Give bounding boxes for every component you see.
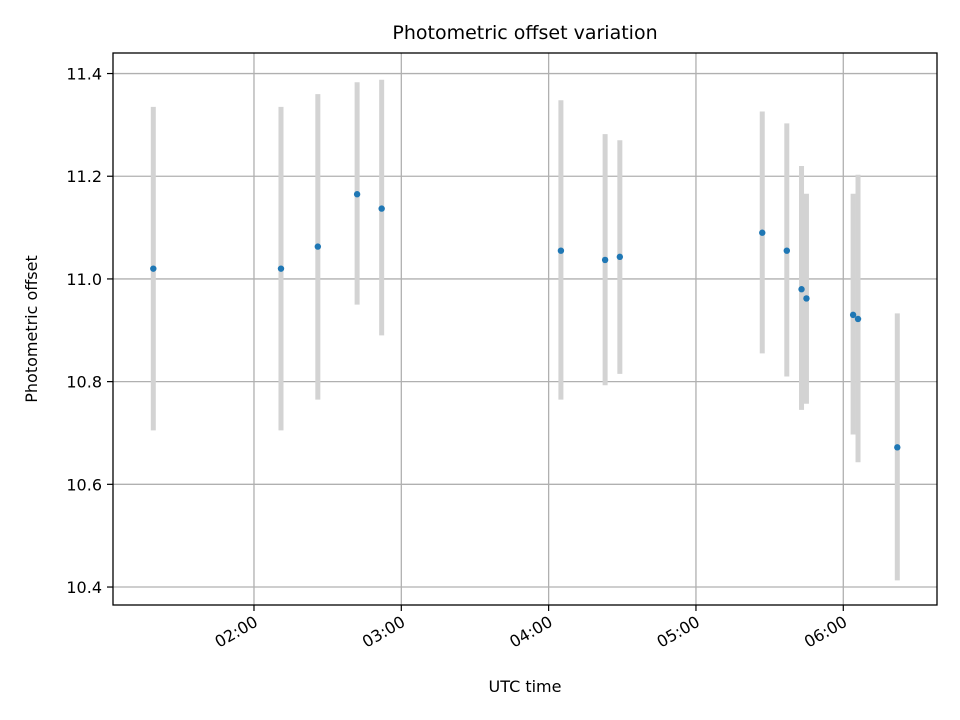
y-tick-label: 10.8 [66,373,102,392]
x-axis-label: UTC time [489,677,562,696]
data-point [783,247,791,254]
data-point [854,315,862,323]
data-point [894,444,901,451]
data-point [557,247,565,254]
data-point [803,295,810,302]
data-points [150,191,901,451]
y-tick-label: 10.6 [66,475,102,494]
data-point [353,191,361,198]
chart-title: Photometric offset variation [392,22,657,44]
y-axis: 10.4 10.6 10.8 11.0 11.2 11.4 [66,65,113,597]
data-point [759,229,766,236]
data-point [616,253,624,261]
data-point [601,256,609,264]
data-point [849,311,857,319]
y-tick-label: 11.2 [66,167,102,186]
plot-frame [112,52,938,606]
y-tick-label: 10.4 [66,578,102,597]
data-point [277,265,285,272]
y-tick-label: 11.4 [66,65,102,84]
y-tick-label: 11.0 [66,270,102,289]
y-axis-label: Photometric offset [22,255,41,403]
data-point [378,205,385,212]
data-point [798,286,805,293]
data-point [150,265,157,272]
data-point [314,243,322,250]
